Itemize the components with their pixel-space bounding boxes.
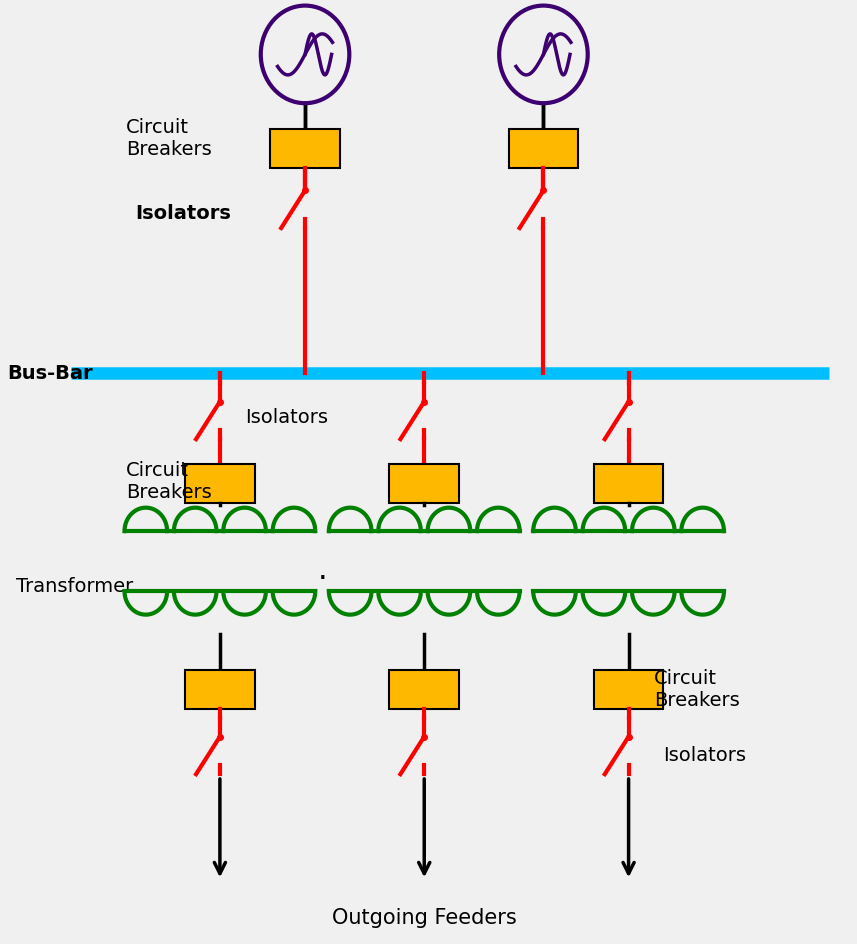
Bar	[185, 670, 255, 710]
Text: Bus-Bar: Bus-Bar	[7, 364, 93, 383]
Text: Isolators: Isolators	[245, 408, 328, 427]
Bar	[185, 464, 255, 503]
Text: ·: ·	[317, 565, 327, 595]
Bar	[389, 464, 459, 503]
Bar	[389, 670, 459, 710]
Text: Circuit
Breakers: Circuit Breakers	[126, 461, 212, 502]
Text: Isolators: Isolators	[662, 746, 746, 765]
Bar	[270, 128, 340, 168]
Text: Transformer: Transformer	[15, 577, 133, 596]
Bar	[594, 464, 663, 503]
Text: Circuit
Breakers: Circuit Breakers	[126, 118, 212, 160]
Text: Circuit
Breakers: Circuit Breakers	[654, 669, 740, 710]
Text: Isolators: Isolators	[135, 205, 231, 224]
Bar	[508, 128, 578, 168]
Text: Outgoing Feeders: Outgoing Feeders	[332, 908, 517, 928]
Bar	[594, 670, 663, 710]
